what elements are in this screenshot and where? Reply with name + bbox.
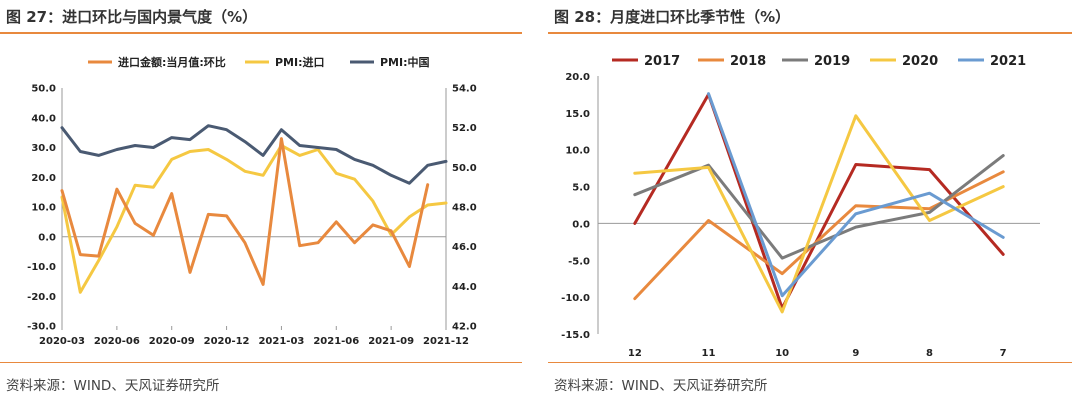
left-chart: 50.0 40.0 30.0 20.0 10.0 0.0 -10.0 -20.0 -30.0 54… xyxy=(27,55,477,347)
legend-label-2020: 2020 xyxy=(902,54,938,69)
y-tick-label: 0.0 xyxy=(572,219,590,230)
right-y-tick-label: 46.0 xyxy=(452,242,477,253)
x-tick-label: 7 xyxy=(1000,348,1007,359)
legend-label-2021: 2021 xyxy=(990,54,1026,69)
left-y-tick-label: -10.0 xyxy=(27,262,56,273)
left-title-rule xyxy=(0,32,522,34)
right-chart: 20.0 15.0 10.0 5.0 0.0 -5.0 -10.0 -15.0 12 11 10 9 8… xyxy=(561,54,1040,359)
left-y-tick-label: -20.0 xyxy=(27,292,56,303)
legend-label-import-mom: 进口金额:当月值:环比 xyxy=(118,55,226,69)
right-y-tick-label: 54.0 xyxy=(452,84,477,95)
x-tick-label: 2021-12 xyxy=(423,336,469,347)
series-line-2021 xyxy=(707,92,1005,298)
right-y-tick-label: 52.0 xyxy=(452,123,477,134)
x-tick-label: 10 xyxy=(775,348,789,359)
x-tick-label: 2020-09 xyxy=(149,336,195,347)
series-line-import-mom xyxy=(60,137,430,286)
left-y-tick-label: 50.0 xyxy=(31,84,56,95)
left-y-tick-label: 10.0 xyxy=(31,203,56,214)
right-source-rule xyxy=(548,362,1072,363)
x-tick-label: 2020-03 xyxy=(39,336,85,347)
right-title-rule xyxy=(548,32,1072,34)
right-y-tick-label: 42.0 xyxy=(452,322,477,333)
x-tick-label: 9 xyxy=(852,348,859,359)
legend-label-2019: 2019 xyxy=(814,54,850,69)
right-source-note: 资料来源：WIND、天风证券研究所 xyxy=(554,378,768,394)
y-tick-label: 10.0 xyxy=(565,146,590,157)
x-tick-label: 8 xyxy=(926,348,933,359)
legend-label-2018: 2018 xyxy=(730,54,766,69)
right-y-tick-label: 48.0 xyxy=(452,203,477,214)
left-chart-title: 图 27：进口环比与国内景气度（%） xyxy=(6,8,258,26)
right-chart-title: 图 28：月度进口环比季节性（%） xyxy=(554,8,791,26)
left-y-tick-label: 30.0 xyxy=(31,143,56,154)
x-tick-label: 2021-09 xyxy=(368,336,414,347)
left-panel: 图 27：进口环比与国内景气度（%） 50.0 40.0 30.0 20.0 10.0 0… xyxy=(0,0,530,417)
legend-label-2017: 2017 xyxy=(644,54,680,69)
y-tick-label: -15.0 xyxy=(561,330,590,341)
x-tick-label: 12 xyxy=(628,348,642,359)
y-tick-label: -10.0 xyxy=(561,293,590,304)
series-line-pmi-china xyxy=(60,124,448,185)
left-source-note: 资料来源：WIND、天风证券研究所 xyxy=(6,378,220,394)
series-line-2019 xyxy=(633,154,1005,260)
right-panel: 图 28：月度进口环比季节性（%） 20.0 15.0 10.0 5.0 0.0 -5.0… xyxy=(548,0,1080,417)
series-line-2017 xyxy=(633,92,1005,310)
right-y-tick-label: 50.0 xyxy=(452,163,477,174)
left-source-rule xyxy=(0,362,522,363)
y-tick-label: 15.0 xyxy=(565,109,590,120)
y-tick-label: 20.0 xyxy=(565,72,590,83)
left-y-tick-label: -30.0 xyxy=(27,322,56,333)
legend-label-pmi-china: PMI:中国 xyxy=(380,55,430,69)
x-tick-label: 2020-12 xyxy=(204,336,250,347)
x-tick-label: 2020-06 xyxy=(94,336,140,347)
legend-label-pmi-import: PMI:进口 xyxy=(275,55,325,69)
left-y-tick-label: 40.0 xyxy=(31,113,56,124)
x-tick-label: 2021-03 xyxy=(258,336,304,347)
y-tick-label: -5.0 xyxy=(568,256,590,267)
series-line-2020 xyxy=(633,114,1005,314)
left-y-tick-label: 20.0 xyxy=(31,173,56,184)
x-tick-label: 2021-06 xyxy=(313,336,359,347)
x-tick-label: 11 xyxy=(702,348,716,359)
left-y-tick-label: 0.0 xyxy=(38,232,56,243)
y-tick-label: 5.0 xyxy=(572,183,590,194)
right-y-tick-label: 44.0 xyxy=(452,282,477,293)
series-line-pmi-import xyxy=(60,144,448,294)
